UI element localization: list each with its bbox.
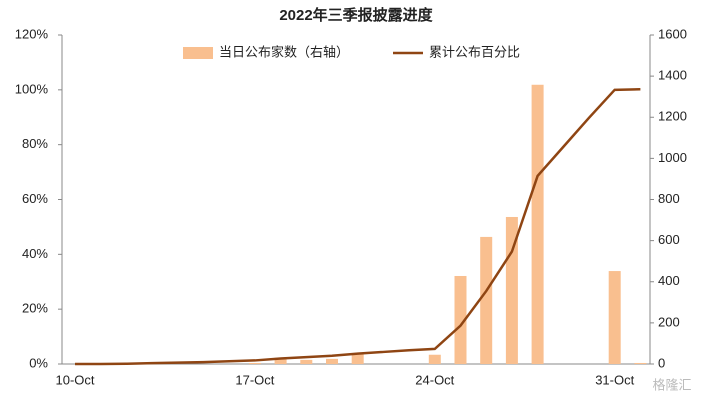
y-tick-label: 60%: [22, 191, 48, 206]
y2-tick-label: 1200: [658, 109, 687, 124]
bar: [505, 216, 518, 364]
y2-tick-label: 600: [658, 232, 680, 247]
bar: [428, 354, 441, 364]
legend-label: 累计公布百分比: [429, 44, 520, 59]
y2-tick-label: 1000: [658, 150, 687, 165]
line: [75, 88, 641, 366]
y-tick-label: 40%: [22, 246, 48, 261]
x-tick-label: 10-Oct: [55, 372, 94, 387]
bar: [480, 236, 493, 364]
bar: [248, 362, 261, 364]
legend-swatch: [183, 47, 213, 59]
bar: [531, 84, 544, 364]
y2-tick-label: 0: [658, 355, 665, 370]
y-tick-label: 0%: [29, 355, 48, 370]
bar: [454, 275, 467, 364]
x-tick-label: 31-Oct: [595, 372, 634, 387]
y2-tick-label: 1600: [658, 26, 687, 41]
y2-tick-label: 1400: [658, 68, 687, 83]
bar: [326, 358, 338, 364]
bar: [634, 362, 647, 364]
bar: [274, 357, 287, 364]
y2-tick-label: 200: [658, 314, 680, 329]
y-tick-label: 80%: [22, 136, 48, 151]
x-tick-label: 24-Oct: [415, 372, 454, 387]
watermark: 格隆汇: [652, 377, 691, 392]
chart-title: 2022年三季报披露进度: [279, 6, 433, 24]
y-tick-label: 20%: [22, 301, 48, 316]
x-tick-label: 17-Oct: [235, 372, 274, 387]
y-tick-label: 100%: [15, 81, 49, 96]
bar: [300, 359, 313, 364]
y-tick-label: 120%: [15, 26, 49, 41]
legend-label: 当日公布家数（右轴）: [219, 44, 349, 59]
bar: [608, 271, 621, 364]
y2-tick-label: 400: [658, 273, 680, 288]
bar: [351, 353, 364, 364]
y2-tick-label: 800: [658, 191, 680, 206]
